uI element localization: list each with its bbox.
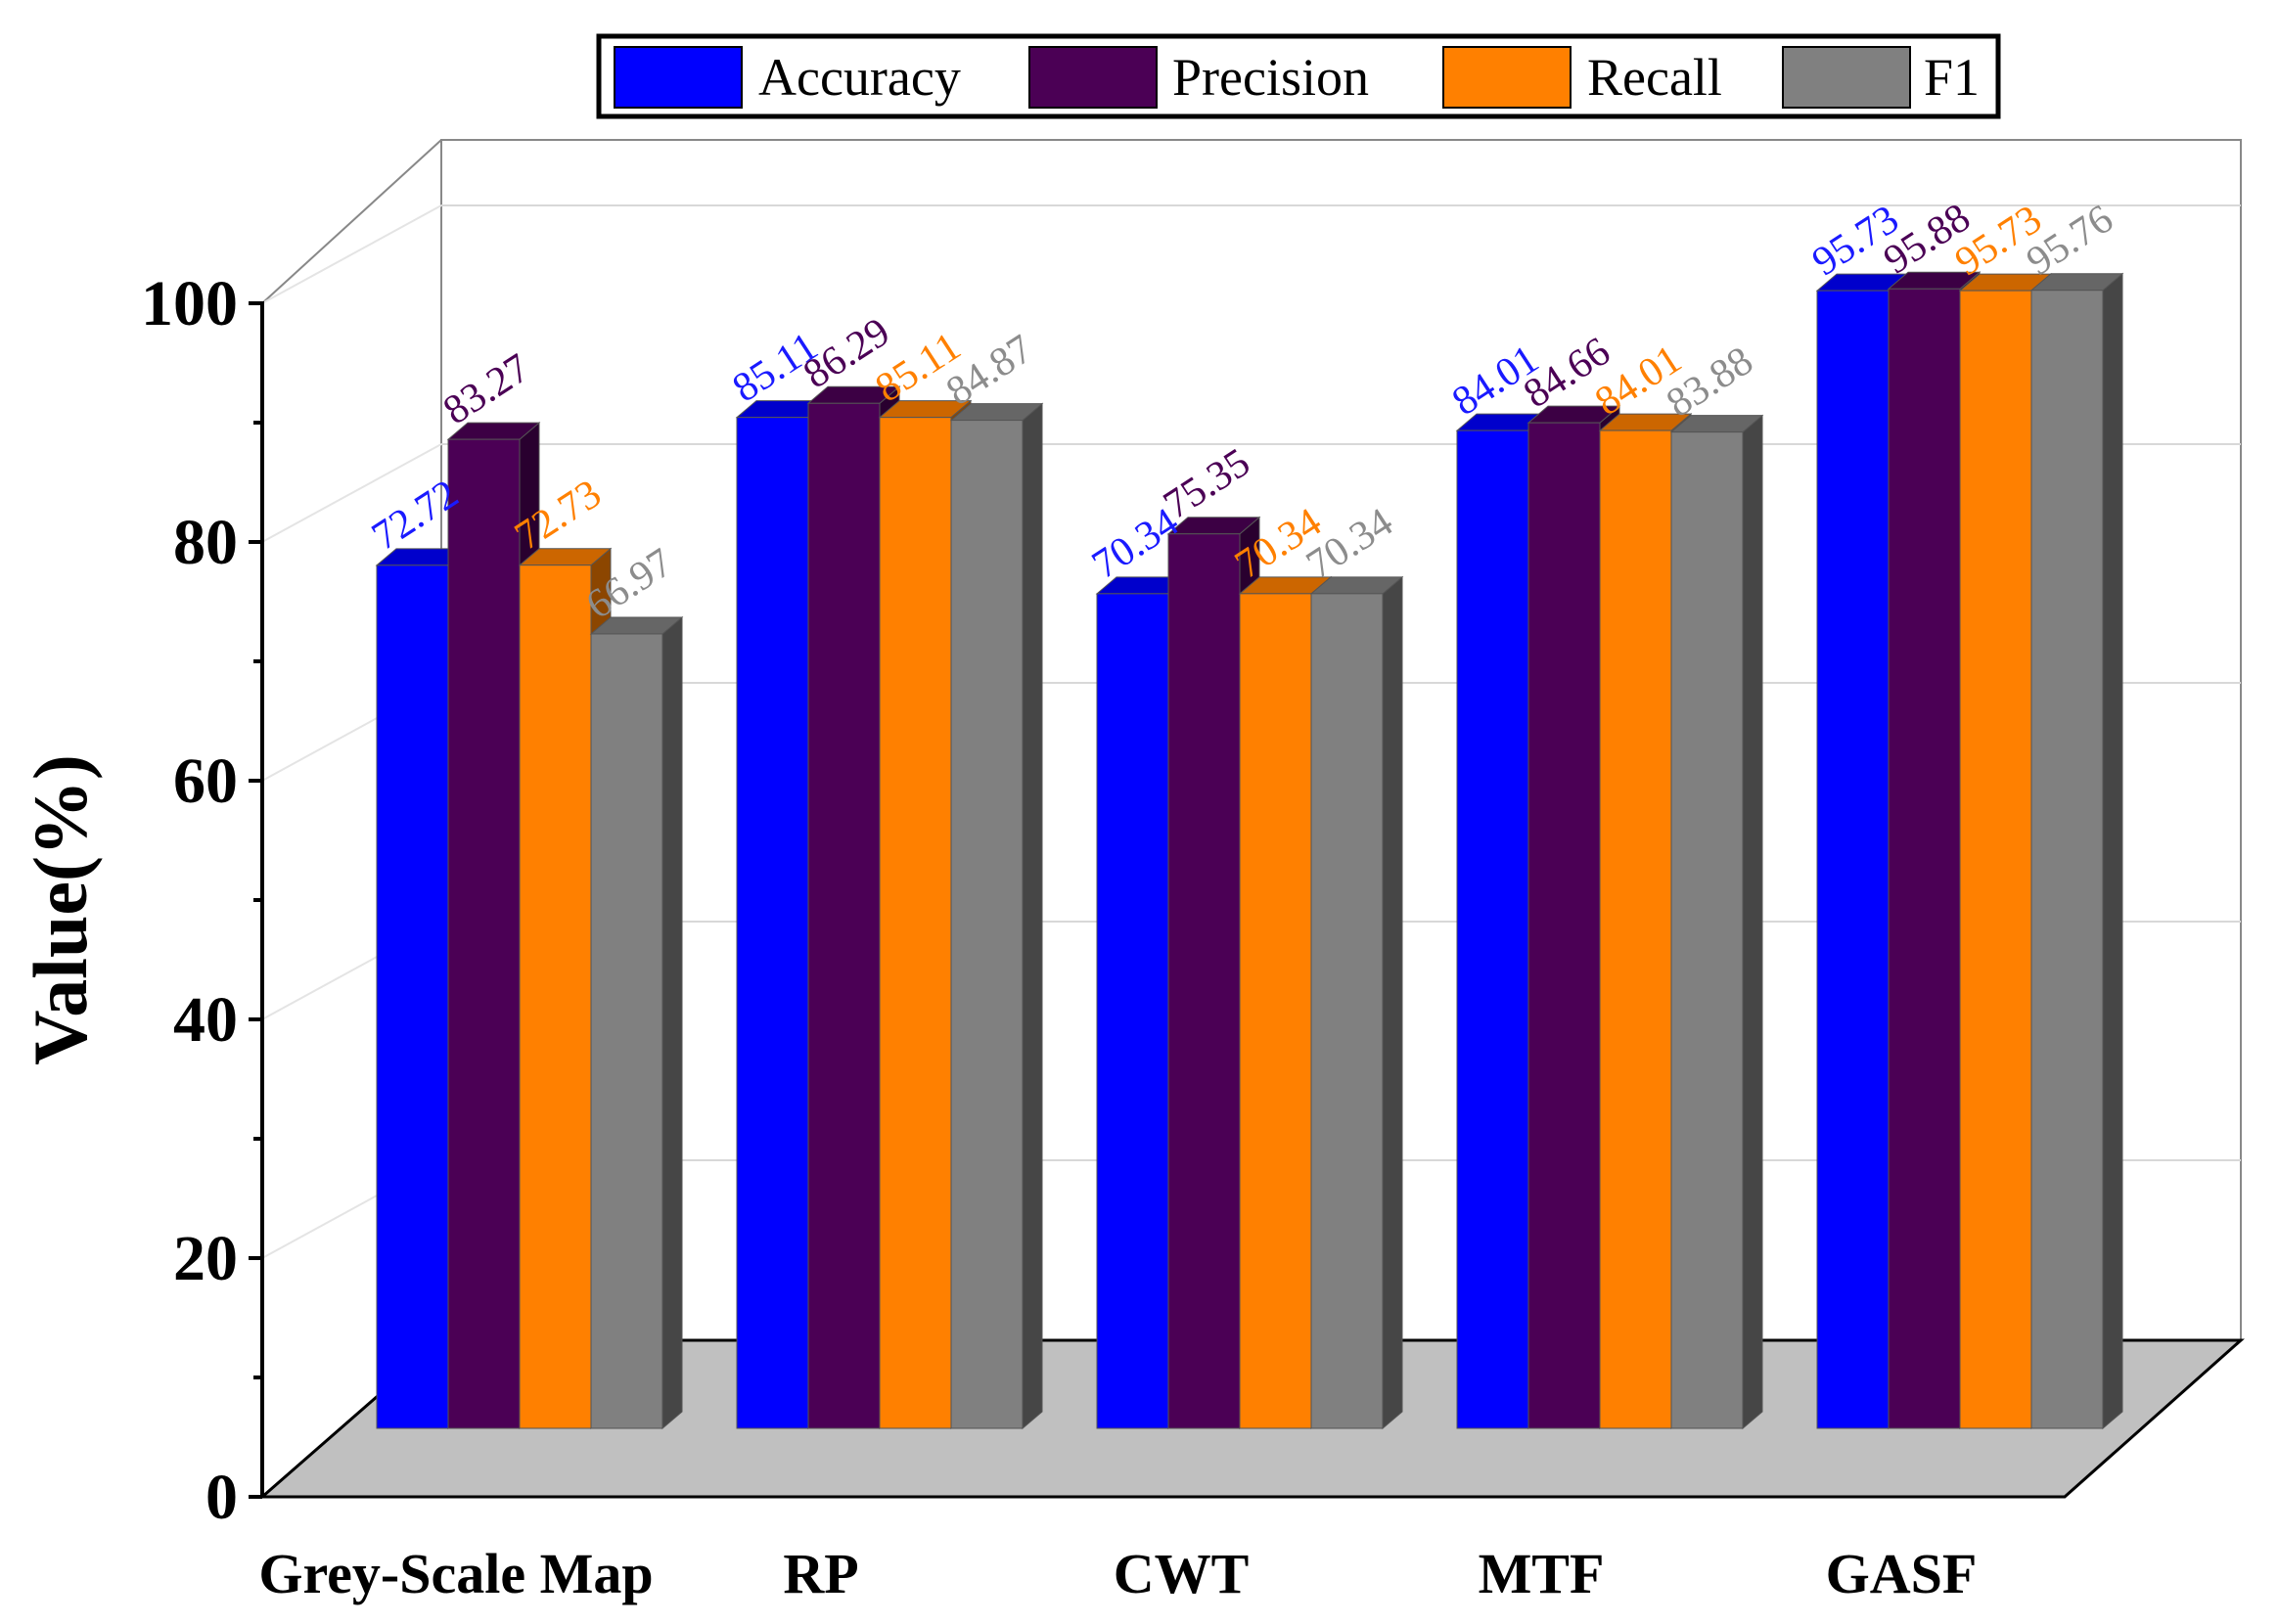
bar-front: [1599, 429, 1672, 1429]
bar-side: [2102, 272, 2123, 1430]
side-gridline: [261, 443, 442, 543]
bar-side: [1742, 414, 1763, 1430]
bar-front: [736, 417, 809, 1429]
legend-entry: F1: [1924, 48, 1980, 107]
bar-side: [661, 615, 683, 1430]
bar-front: [807, 402, 881, 1429]
bar-front: [1959, 290, 2032, 1429]
bar: [1669, 414, 1764, 1430]
legend-swatch: [614, 46, 743, 109]
y-axis: 0 20 40 60 80 100: [141, 268, 264, 1533]
x-tick-label: Grey-Scale Map: [258, 1542, 653, 1605]
bar-front: [1096, 593, 1169, 1429]
x-axis-labels: Grey-Scale Map RP CWT MTF GASF: [258, 1542, 1977, 1605]
bar-front: [519, 564, 592, 1429]
bar-side: [1022, 402, 1043, 1430]
y-tick-label: 20: [173, 1223, 238, 1294]
bars-group: [375, 271, 2124, 1430]
legend-swatch: [1782, 46, 1911, 109]
legend-swatch: [1028, 46, 1158, 109]
bar-front: [590, 633, 663, 1429]
bar-side: [1382, 575, 1403, 1430]
bar-front: [447, 438, 521, 1429]
x-tick-label: RP: [783, 1542, 858, 1605]
bar: [2029, 272, 2124, 1430]
bar-front: [376, 564, 449, 1429]
bar-front: [1239, 593, 1312, 1429]
legend-entry: Accuracy: [758, 48, 961, 107]
bar-front: [1527, 422, 1601, 1429]
bar-front: [950, 420, 1024, 1429]
y-tick-label: 100: [141, 268, 238, 339]
bar-front: [879, 417, 952, 1429]
bar-front: [1310, 593, 1384, 1429]
legend-entry: Precision: [1172, 48, 1369, 107]
bar-front: [1456, 429, 1529, 1429]
y-axis-title: Value(%): [18, 754, 103, 1065]
legend: Accuracy Precision Recall F1: [596, 33, 2001, 119]
legend-box: [596, 33, 2001, 119]
legend-entry: Recall: [1587, 48, 1722, 107]
x-tick-label: GASF: [1826, 1542, 1978, 1605]
bar: [1309, 575, 1404, 1430]
bar-front: [2030, 290, 2104, 1429]
bar-front: [1167, 533, 1241, 1429]
bar-front: [1816, 290, 1890, 1429]
legend-swatch: [1442, 46, 1572, 109]
side-gridline: [261, 204, 442, 304]
x-tick-label: MTF: [1479, 1542, 1605, 1605]
bar-front: [1670, 431, 1744, 1429]
bar: [949, 402, 1044, 1430]
bar: [589, 615, 684, 1430]
side-wall-edge: [261, 139, 442, 304]
bar-front: [1888, 288, 1961, 1429]
y-tick-label: 60: [173, 745, 238, 817]
y-tick-label: 40: [173, 984, 238, 1056]
y-tick-label: 0: [205, 1462, 238, 1533]
y-tick-label: 80: [173, 507, 238, 578]
x-tick-label: CWT: [1114, 1542, 1250, 1605]
